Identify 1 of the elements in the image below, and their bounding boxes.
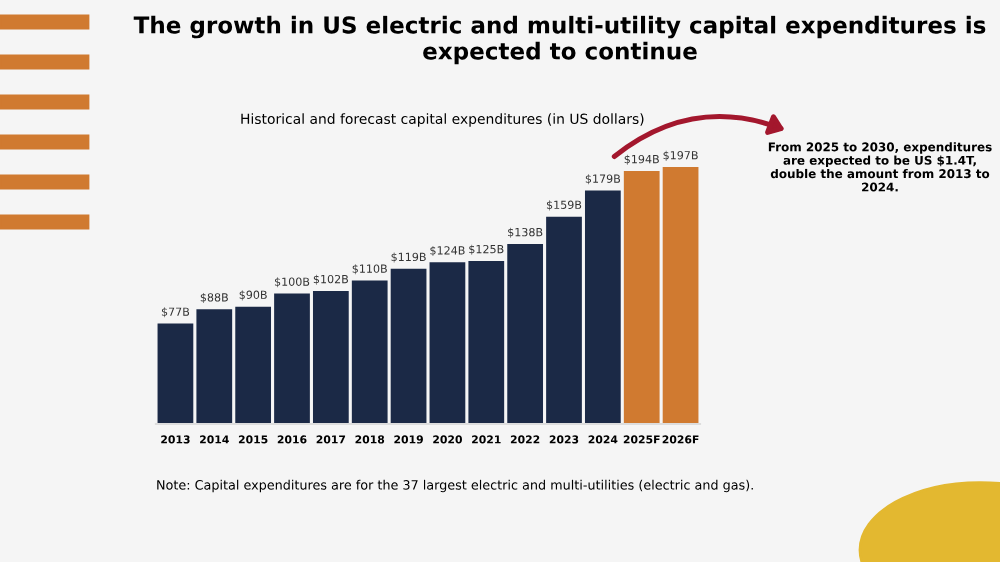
chart-title: The growth in US electric and multi-utility capital expenditures is expected to continue	[133, 15, 986, 65]
